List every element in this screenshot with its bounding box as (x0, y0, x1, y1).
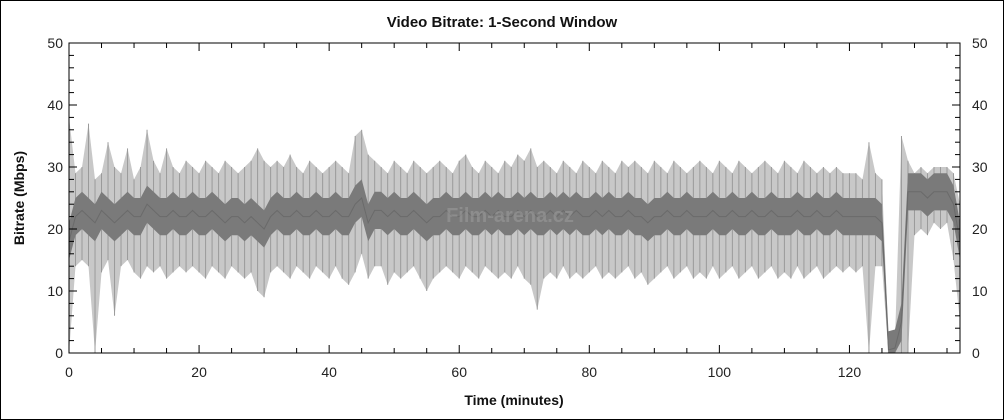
x-tick-label: 120 (838, 364, 862, 380)
y-tick-label-left: 10 (47, 283, 63, 299)
y-axis-label: Bitrate (Mbps) (11, 151, 27, 245)
y-tick-label-right: 50 (972, 35, 988, 51)
watermark: Film-arena.cz (446, 205, 574, 227)
chart-title: Video Bitrate: 1-Second Window (387, 14, 618, 31)
y-tick-label-right: 10 (972, 283, 988, 299)
y-tick-label-right: 20 (972, 221, 988, 237)
axis-box (68, 42, 961, 354)
y-tick-label-left: 40 (47, 97, 63, 113)
mean-line (68, 191, 961, 351)
plot-area (68, 117, 961, 354)
y-tick-label-right: 40 (972, 97, 988, 113)
y-tick-label-right: 0 (972, 345, 980, 361)
y-tick-label-left: 50 (47, 35, 63, 51)
y-tick-label-left: 20 (47, 221, 63, 237)
x-axis-label: Time (minutes) (464, 392, 563, 408)
x-tick-label: 80 (582, 364, 598, 380)
x-tick-label: 60 (451, 364, 467, 380)
x-tick-label: 20 (191, 364, 207, 380)
y-tick-label-left: 30 (47, 159, 63, 175)
x-tick-label: 100 (708, 364, 732, 380)
x-tick-label: 40 (321, 364, 337, 380)
mean-band (69, 173, 960, 353)
range-band (69, 117, 960, 354)
x-tick-label: 0 (65, 364, 73, 380)
y-tick-label-left: 0 (55, 345, 63, 361)
y-tick-label-right: 30 (972, 159, 988, 175)
